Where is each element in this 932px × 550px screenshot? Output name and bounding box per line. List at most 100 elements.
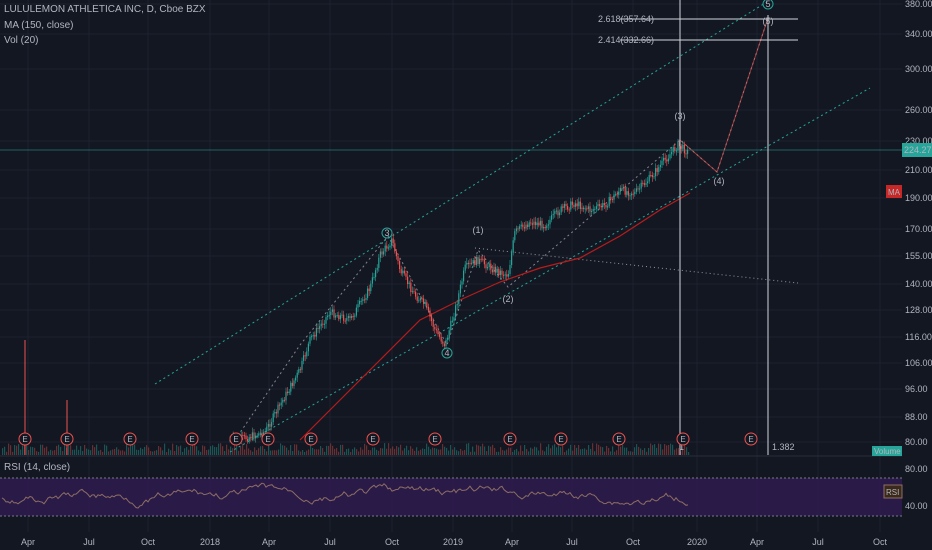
main-pane[interactable]: [0, 0, 902, 455]
wave-label-(1)[interactable]: (1): [473, 225, 484, 235]
volume-bar: [616, 450, 618, 455]
volume-bar: [498, 451, 500, 455]
earnings-marker[interactable]: E: [304, 432, 318, 446]
price-axis[interactable]: [902, 0, 932, 550]
earnings-marker[interactable]: E: [428, 432, 442, 446]
volume-bar: [580, 449, 582, 455]
volume-bar: [650, 443, 652, 455]
earnings-marker[interactable]: E: [123, 432, 137, 446]
volume-bar: [520, 445, 522, 455]
measure-tick: 1: [679, 442, 684, 452]
wave-label-3[interactable]: 3: [381, 227, 393, 239]
candle-body: [667, 158, 669, 162]
earnings-marker[interactable]: E: [261, 432, 275, 446]
volume-bar: [430, 449, 432, 455]
volume-bar: [456, 450, 458, 455]
volume-bar: [126, 444, 128, 455]
earnings-marker[interactable]: E: [612, 432, 626, 446]
price-tick-label: 140.00: [905, 279, 932, 289]
volume-bar: [148, 447, 150, 455]
wave-label-(5)[interactable]: (5): [763, 16, 774, 26]
volume-bar: [594, 451, 596, 455]
earnings-marker[interactable]: E: [185, 432, 199, 446]
volume-bar: [634, 447, 636, 455]
channel-upper-line[interactable]: [154, 0, 771, 385]
earnings-marker[interactable]: E: [229, 432, 243, 446]
wave-label-4[interactable]: 4: [441, 347, 453, 359]
volume-bar: [626, 447, 628, 455]
volume-bar: [230, 446, 232, 455]
volume-bar: [198, 450, 200, 455]
candle-body: [381, 251, 383, 255]
volume-bar: [96, 444, 98, 455]
candle-body: [314, 335, 316, 337]
volume-bar: [392, 446, 394, 455]
candle-body: [605, 204, 607, 208]
time-tick-label: 2019: [443, 537, 463, 547]
candle-body: [445, 339, 447, 347]
candle-body: [301, 360, 303, 370]
volume-bar: [464, 449, 466, 455]
candle-body: [490, 263, 492, 270]
wave-label-(3)[interactable]: (3): [675, 111, 686, 121]
wave-label-5[interactable]: 5: [762, 0, 774, 10]
grid: [0, 0, 902, 532]
volume-bar: [556, 447, 558, 455]
earnings-marker[interactable]: E: [18, 432, 32, 446]
volume-bar: [638, 446, 640, 455]
earnings-marker[interactable]: E: [676, 432, 690, 446]
rsi-legend[interactable]: RSI (14, close): [4, 462, 71, 473]
candle-body: [431, 316, 433, 322]
earnings-marker[interactable]: E: [60, 432, 74, 446]
earnings-marker[interactable]: E: [503, 432, 517, 446]
volume-bar: [124, 451, 126, 455]
candle-body: [608, 196, 610, 207]
svg-text:E: E: [308, 435, 313, 444]
volume-bar: [654, 444, 656, 455]
volume-bar: [40, 444, 42, 455]
ma-legend[interactable]: MA (150, close): [4, 20, 74, 31]
candle-body: [456, 304, 458, 306]
volume-bar: [568, 448, 570, 455]
volume-bar: [508, 447, 510, 455]
earnings-marker[interactable]: E: [554, 432, 568, 446]
earnings-marker[interactable]: E: [366, 432, 380, 446]
candle-body: [421, 298, 423, 300]
symbol-legend[interactable]: LULULEMON ATHLETICA INC, D, Cboe BZX: [4, 4, 206, 15]
volume-bar: [342, 444, 344, 455]
volume-bar: [28, 450, 30, 455]
time-axis[interactable]: [0, 532, 932, 550]
volume-bar: [12, 451, 14, 455]
volume-bar: [280, 443, 282, 455]
candles: [229, 138, 689, 445]
volume-bar: [336, 448, 338, 455]
volume-bar: [256, 450, 258, 455]
candle-body: [575, 203, 577, 207]
volume-bar: [506, 449, 508, 455]
wave-label-(4)[interactable]: (4): [714, 176, 725, 186]
vol-legend[interactable]: Vol (20): [4, 35, 39, 46]
wave-label-(2)[interactable]: (2): [503, 294, 514, 304]
candle-body: [469, 262, 471, 264]
candle-body: [243, 435, 245, 437]
candle-body: [283, 399, 285, 401]
volume-bar: [86, 448, 88, 455]
candle-body: [560, 206, 562, 213]
volume-bar: [146, 445, 148, 455]
svg-text:E: E: [189, 435, 194, 444]
volume-bar: [548, 444, 550, 455]
volume-bar: [38, 451, 40, 455]
volume-bar: [546, 446, 548, 455]
volume-bar: [82, 451, 84, 455]
candle-body: [472, 260, 474, 264]
fib-label-2414: 2.414(332.66): [598, 35, 654, 45]
volume-bar: [610, 451, 612, 455]
volume-bar: [154, 450, 156, 455]
volume-bar: [242, 443, 244, 455]
projection-path[interactable]: [679, 17, 769, 173]
earnings-marker[interactable]: E: [744, 432, 758, 446]
candle-body: [544, 227, 546, 229]
candle-body: [589, 206, 591, 212]
